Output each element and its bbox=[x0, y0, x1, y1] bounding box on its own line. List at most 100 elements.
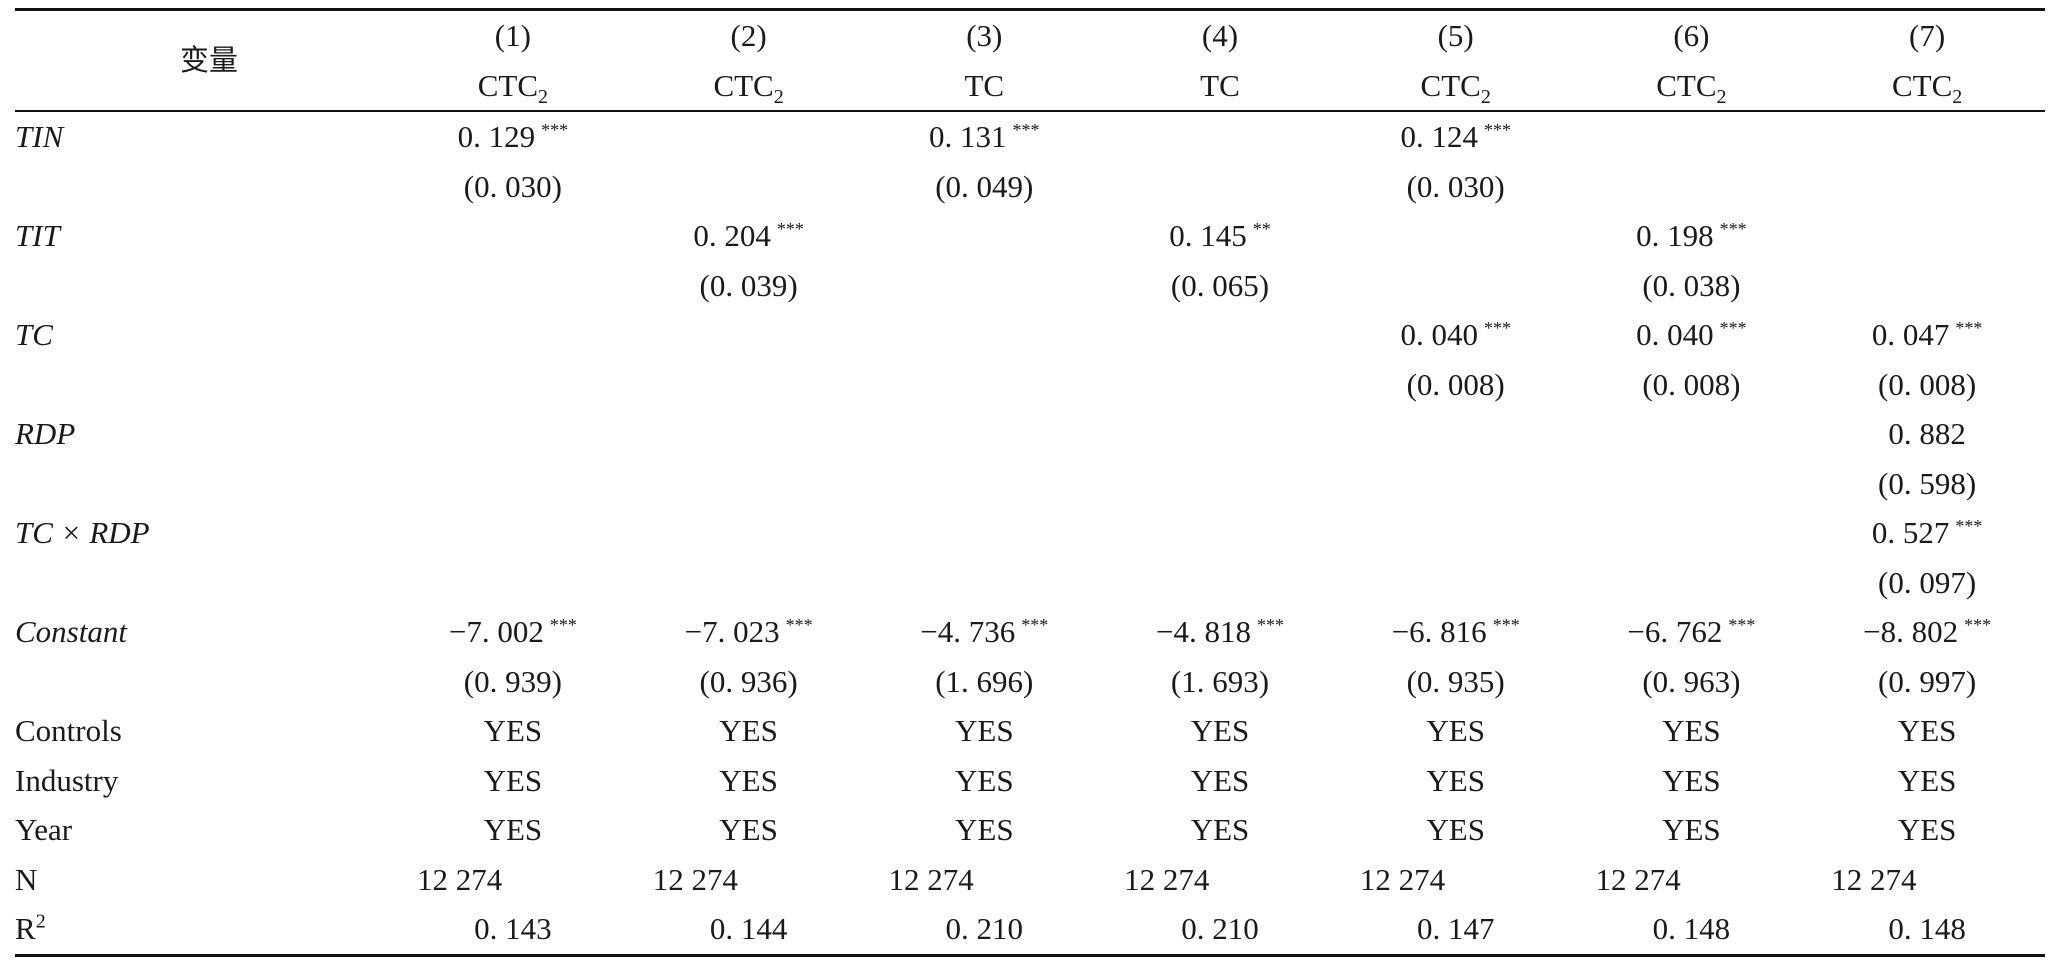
statistic-label: Year bbox=[15, 805, 395, 855]
standard-error-cell: (0. 936) bbox=[699, 663, 798, 699]
coefficient-value: −7. 023 bbox=[684, 614, 780, 649]
significance-stars: *** bbox=[1012, 119, 1040, 140]
statistic-value-cell: YES bbox=[1190, 762, 1250, 798]
empty-label-cell bbox=[15, 558, 395, 608]
statistic-value-cell: YES bbox=[1897, 762, 1957, 798]
table-row-standard-error: (0. 598) bbox=[15, 459, 2045, 509]
statistic-label-text: Controls bbox=[15, 713, 122, 748]
standard-error-cell: (0. 008) bbox=[1642, 366, 1741, 402]
variable-header: 变量 bbox=[180, 42, 239, 77]
coefficient-cell bbox=[1574, 111, 1810, 162]
column-number-header: (7) bbox=[1909, 18, 1946, 53]
statistic-value-cell: YES bbox=[1662, 713, 1721, 748]
statistic-value-cell: YES bbox=[1426, 713, 1485, 748]
coefficient-cell: −7. 002 *** bbox=[395, 607, 631, 657]
coefficient-value: −4. 736 bbox=[920, 614, 1016, 649]
standard-error-cell bbox=[395, 261, 631, 311]
header-row-column-numbers: 变量 (1) (2) (3) (4) (5) (6) (7) bbox=[15, 9, 2045, 77]
coefficient-cell: −4. 736 *** bbox=[866, 607, 1102, 657]
statistic-value-cell: 12 274 bbox=[1359, 861, 1446, 897]
significance-stars: ** bbox=[1252, 218, 1271, 239]
statistic-value-cell: 12 274 bbox=[1831, 861, 1917, 897]
statistic-value-cell: YES bbox=[1662, 762, 1721, 798]
coefficient-value: 0. 131 bbox=[929, 119, 1007, 154]
coefficient-value: 0. 040 bbox=[1636, 317, 1714, 352]
statistic-value-cell: YES bbox=[955, 812, 1014, 847]
coefficient-cell bbox=[1102, 111, 1338, 162]
standard-error-cell bbox=[1809, 162, 2045, 212]
coefficient-value: −6. 816 bbox=[1391, 614, 1487, 649]
dependent-variable-header: TC bbox=[1102, 61, 1338, 112]
statistic-label-superscript: 2 bbox=[35, 910, 46, 933]
standard-error-cell bbox=[395, 360, 631, 410]
statistic-value-cell: 12 274 bbox=[417, 861, 503, 897]
coefficient-cell bbox=[631, 310, 867, 360]
statistic-value-cell: 12 274 bbox=[1124, 861, 1210, 897]
dependent-variable-name: CTC bbox=[1891, 67, 1953, 103]
coefficient-value: 0. 882 bbox=[1888, 416, 1966, 451]
header-row-dependent-variables: CTC2 CTC2 TC TC CTC2 CTC2 CTC2 bbox=[15, 61, 2045, 112]
coefficient-cell: −4. 818 *** bbox=[1102, 607, 1338, 657]
significance-stars: *** bbox=[1483, 119, 1511, 140]
coefficient-cell bbox=[395, 508, 631, 558]
standard-error-cell: (0. 939) bbox=[463, 663, 562, 699]
variable-label: TIT bbox=[15, 218, 60, 253]
statistic-value-cell: YES bbox=[1426, 812, 1485, 847]
coefficient-cell bbox=[1102, 508, 1338, 558]
dependent-variable-header: CTC2 bbox=[395, 61, 631, 112]
dependent-variable-subscript: 2 bbox=[773, 85, 784, 108]
coefficient-value: 0. 047 bbox=[1871, 317, 1950, 352]
significance-stars: *** bbox=[1955, 515, 1983, 536]
coefficient-cell: 0. 527 *** bbox=[1809, 508, 2045, 558]
significance-stars: *** bbox=[785, 614, 813, 635]
standard-error-cell bbox=[1338, 459, 1574, 509]
coefficient-value: 0. 204 bbox=[693, 218, 771, 253]
column-number-header: (2) bbox=[730, 18, 767, 53]
dependent-variable-name: TC bbox=[964, 67, 1005, 103]
coefficient-cell: 0. 882 bbox=[1809, 409, 2045, 459]
standard-error-cell: (0. 038) bbox=[1642, 267, 1741, 303]
coefficient-cell bbox=[1102, 409, 1338, 459]
statistic-value-cell: YES bbox=[719, 812, 778, 847]
statistic-value-cell: YES bbox=[719, 713, 778, 748]
significance-stars: *** bbox=[549, 614, 577, 635]
standard-error-cell bbox=[1574, 459, 1810, 509]
standard-error-cell bbox=[1102, 162, 1338, 212]
variable-label: TIN bbox=[15, 119, 64, 154]
statistic-label-text: Year bbox=[15, 812, 73, 847]
standard-error-cell bbox=[866, 558, 1102, 608]
coefficient-cell: −6. 816 *** bbox=[1338, 607, 1574, 657]
dependent-variable-name: CTC bbox=[713, 67, 774, 103]
coefficient-cell bbox=[1809, 111, 2045, 162]
standard-error-cell bbox=[631, 162, 867, 212]
standard-error-cell bbox=[631, 558, 867, 608]
table-row-statistic: Industry YES YES YES YES YES YES YES bbox=[15, 756, 2045, 806]
coefficient-value: −4. 818 bbox=[1156, 614, 1251, 649]
coefficient-cell bbox=[1338, 211, 1574, 261]
significance-stars: *** bbox=[1021, 614, 1049, 635]
statistic-value-cell: YES bbox=[1190, 713, 1250, 748]
coefficient-value: 0. 129 bbox=[457, 119, 536, 154]
empty-label-cell bbox=[15, 657, 395, 707]
standard-error-cell bbox=[866, 459, 1102, 509]
coefficient-cell bbox=[395, 310, 631, 360]
dependent-variable-name: CTC bbox=[1656, 67, 1717, 103]
column-number-header: (4) bbox=[1201, 18, 1239, 53]
statistic-value-cell: 0. 144 bbox=[709, 911, 788, 946]
statistic-value-cell: 12 274 bbox=[888, 861, 974, 897]
table-row-coefficient: TIT 0. 204 *** 0. 145 ** 0. 198 *** bbox=[15, 211, 2045, 261]
coefficient-cell bbox=[1102, 310, 1338, 360]
statistic-value-cell: 0. 210 bbox=[1181, 911, 1259, 946]
coefficient-cell: 0. 198 *** bbox=[1574, 211, 1810, 261]
dependent-variable-subscript: 2 bbox=[1716, 85, 1727, 108]
empty-label-cell bbox=[15, 459, 395, 509]
coefficient-cell: 0. 131 *** bbox=[866, 111, 1102, 162]
variable-label: Constant bbox=[15, 614, 127, 649]
significance-stars: *** bbox=[1719, 317, 1747, 338]
statistic-label-text: Industry bbox=[15, 762, 119, 798]
significance-stars: *** bbox=[1728, 614, 1756, 635]
table-row-coefficient: TIN 0. 129 *** 0. 131 *** 0. 124 *** bbox=[15, 111, 2045, 162]
standard-error-cell: (0. 030) bbox=[1406, 168, 1505, 204]
column-number-header: (3) bbox=[966, 18, 1003, 53]
